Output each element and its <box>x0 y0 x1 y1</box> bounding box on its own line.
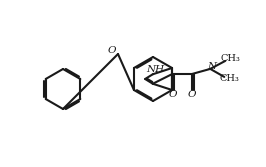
Text: NH: NH <box>146 65 164 74</box>
Text: N: N <box>207 62 216 71</box>
Text: O: O <box>168 90 177 99</box>
Text: CH₃: CH₃ <box>219 74 239 83</box>
Text: O: O <box>108 45 116 54</box>
Text: O: O <box>188 90 197 99</box>
Text: CH₃: CH₃ <box>220 54 240 63</box>
